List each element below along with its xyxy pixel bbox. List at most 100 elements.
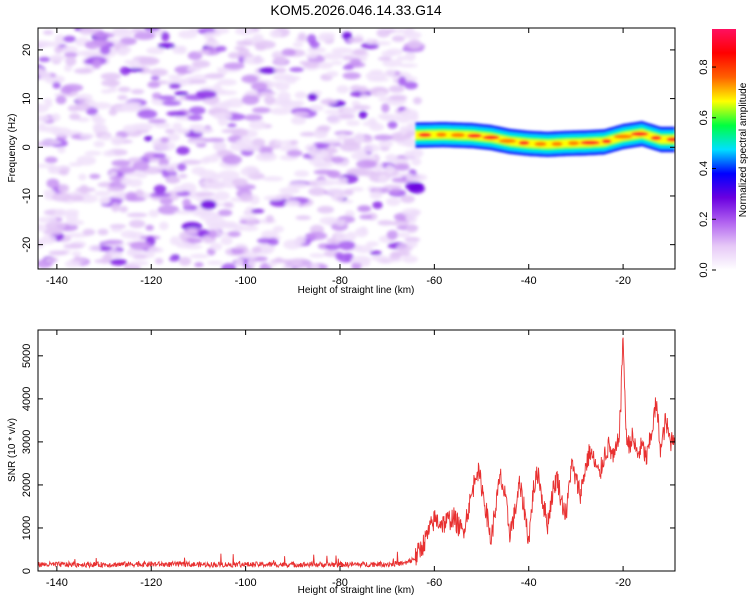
heatmap-noise-cell	[232, 178, 249, 187]
heatmap-noise-cell	[374, 41, 392, 46]
heatmap-noise-cell	[305, 53, 318, 59]
heatmap-noise-cell	[178, 256, 192, 266]
figure-title: KOM5.2026.046.14.33.G14	[270, 2, 441, 18]
heatmap-noise-cell	[181, 159, 202, 165]
heatmap-noise-field	[38, 28, 428, 269]
heatmap-noise-cell	[79, 184, 89, 194]
heatmap-noise-cell	[143, 28, 160, 32]
heatmap-noise-cell	[285, 75, 297, 84]
heatmap-noise-cell	[208, 229, 218, 239]
heatmap-noise-cell	[386, 230, 399, 240]
heatmap-noise-cell	[38, 216, 58, 223]
heatmap-noise-cell	[144, 135, 153, 142]
x-tick-label: -40	[521, 577, 537, 589]
heatmap-noise-cell	[153, 153, 167, 159]
heatmap-noise-cell	[153, 122, 171, 129]
heatmap-noise-cell	[125, 191, 138, 201]
heatmap-noise-cell	[74, 68, 93, 74]
heatmap-noise-cell	[228, 52, 241, 59]
heatmap-noise-cell	[274, 257, 283, 263]
heatmap-noise-cell	[353, 132, 365, 143]
heatmap-noise-cell	[182, 198, 192, 208]
heatmap-noise-cell	[44, 221, 67, 231]
heatmap-noise-cell	[262, 176, 284, 182]
heatmap-noise-cell	[366, 241, 379, 247]
heatmap-noise-cell	[403, 150, 415, 159]
heatmap-noise-cell	[122, 124, 139, 133]
heatmap-noise-cell	[317, 62, 333, 69]
heatmap-noise-cell	[120, 104, 142, 112]
heatmap-noise-cell	[361, 169, 376, 177]
heatmap-noise-cell	[398, 76, 407, 87]
heatmap-noise-cell	[55, 95, 67, 105]
heatmap-noise-cell	[221, 100, 232, 109]
heatmap-noise-cell	[150, 75, 160, 81]
heatmap-noise-cell	[65, 212, 79, 222]
heatmap-noise-cell	[45, 257, 59, 263]
colorbar-tick-label: 0.4	[698, 161, 710, 176]
heatmap-noise-cell	[220, 236, 233, 246]
heatmap-noise-cell	[168, 256, 180, 262]
heatmap-noise-cell	[326, 71, 339, 77]
heatmap-noise-cell	[381, 103, 390, 113]
heatmap-noise-cell	[401, 208, 422, 217]
heatmap-noise-cell	[351, 261, 362, 269]
heatmap-noise-cell	[131, 28, 145, 33]
heatmap-noise-cell	[100, 134, 112, 141]
heatmap-noise-cell	[46, 178, 60, 189]
heatmap-noise-cell	[149, 68, 168, 77]
heatmap-noise-cell	[240, 225, 259, 232]
heatmap-noise-cell	[38, 40, 51, 46]
heatmap-noise-cell	[292, 111, 310, 117]
x-tick-label: -20	[615, 275, 631, 287]
heatmap-signal-peak	[450, 132, 465, 138]
heatmap-noise-cell	[294, 170, 310, 178]
heatmap-frame	[37, 27, 676, 270]
heatmap-noise-cell	[38, 224, 46, 232]
heatmap-noise-cell	[153, 141, 176, 152]
heatmap-signal-peak	[613, 134, 633, 139]
heatmap-noise-cell	[369, 250, 382, 256]
heatmap-noise-cell	[187, 139, 207, 144]
heatmap-noise-cell	[82, 228, 96, 236]
heatmap-noise-cell	[386, 197, 401, 206]
heatmap-noise-cell	[100, 72, 122, 81]
heatmap-noise-cell	[339, 142, 362, 152]
x-tick-label: -140	[46, 577, 68, 589]
heatmap-noise-cell	[157, 42, 176, 49]
heatmap-noise-cell	[110, 227, 123, 233]
heatmap-noise-cell	[331, 193, 345, 202]
heatmap-noise-cell	[341, 31, 353, 40]
heatmap-noise-cell	[365, 71, 387, 81]
heatmap-noise-cell	[325, 243, 340, 251]
heatmap-noise-cell	[196, 50, 212, 55]
heatmap-noise-cell	[159, 221, 169, 231]
heatmap-noise-cell	[93, 140, 105, 148]
heatmap-noise-cell	[346, 120, 361, 126]
heatmap-noise-cell	[119, 206, 128, 213]
heatmap-noise-cell	[322, 139, 342, 144]
y-tick-label: 5000	[21, 344, 33, 368]
x-tick-label: -80	[332, 577, 348, 589]
heatmap-noise-cell	[239, 193, 254, 203]
heatmap-noise-cell	[378, 173, 389, 184]
heatmap-noise-cell	[165, 128, 175, 134]
heatmap-noise-cell	[235, 257, 245, 267]
heatmap-noise-cell	[218, 209, 233, 217]
heatmap-noise-cell	[184, 237, 203, 244]
heatmap-noise-cell	[78, 173, 87, 181]
heatmap-noise-cell	[120, 230, 138, 239]
heatmap-noise-cell	[359, 214, 373, 220]
heatmap-noise-cell	[191, 60, 211, 68]
heatmap-noise-cell	[128, 219, 146, 229]
heatmap-noise-cell	[51, 75, 65, 84]
y-tick-label: 4000	[21, 387, 33, 411]
heatmap-noise-cell	[173, 210, 196, 215]
heatmap-noise-cell	[204, 155, 220, 163]
y-tick-label: 2000	[21, 473, 33, 497]
heatmap-noise-cell	[51, 113, 61, 122]
heatmap-noise-cell	[112, 28, 131, 34]
heatmap-noise-cell	[51, 127, 72, 137]
x-tick-label: -60	[426, 275, 442, 287]
heatmap-noise-cell	[272, 225, 284, 233]
